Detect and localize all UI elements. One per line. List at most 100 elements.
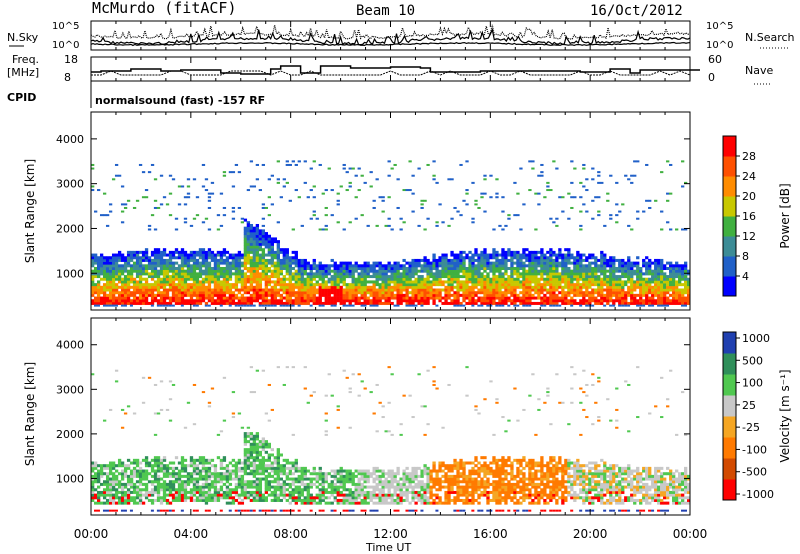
power-cell <box>198 250 203 254</box>
velocity-cell <box>132 485 137 489</box>
velocity-cell <box>258 466 263 470</box>
power-cell <box>258 245 263 249</box>
velocity-cell <box>141 469 146 473</box>
power-cell <box>120 288 125 292</box>
power-cell <box>390 272 394 276</box>
power-cell <box>576 275 580 279</box>
velocity-cell <box>240 474 245 478</box>
power-cell <box>660 275 664 279</box>
power-cell <box>153 261 158 265</box>
power-cell <box>363 272 367 276</box>
power-cell <box>492 256 496 260</box>
power-cell <box>111 264 116 268</box>
velocity-cell <box>261 456 266 460</box>
power-cell <box>537 288 541 292</box>
velocity-cell <box>180 480 185 484</box>
power-cell <box>294 264 298 268</box>
power-cell <box>243 296 248 300</box>
power-cell <box>246 240 251 244</box>
power-cell <box>663 277 667 281</box>
power-cell <box>153 288 158 292</box>
velocity-cell <box>300 469 304 473</box>
power-cell-sparse <box>513 181 517 184</box>
power-cell <box>615 266 619 270</box>
power-cell <box>462 266 466 270</box>
power-cell <box>495 293 499 297</box>
power-cell <box>291 277 295 281</box>
power-cell-sparse <box>381 210 385 213</box>
power-cell <box>663 285 667 289</box>
power-cell <box>135 261 140 265</box>
power-cell <box>411 269 415 273</box>
power-cell <box>486 283 490 287</box>
power-cell <box>468 266 472 270</box>
power-cell-sparse <box>375 178 379 181</box>
velocity-cell <box>189 456 194 460</box>
power-cell <box>531 272 535 276</box>
power-cell <box>174 272 179 276</box>
power-cell <box>501 258 505 262</box>
power-cell <box>306 288 310 292</box>
power-cell-ground <box>285 304 289 307</box>
power-cell <box>372 293 376 297</box>
power-cell <box>252 250 257 254</box>
velocity-cell <box>279 466 283 470</box>
power-cell <box>627 269 631 273</box>
power-cell <box>150 285 155 289</box>
velocity-cell <box>192 469 197 473</box>
power-cell <box>252 285 257 289</box>
power-cell-sparse <box>327 167 331 170</box>
velocity-cell <box>108 472 113 476</box>
power-cell <box>642 293 646 297</box>
power-cell <box>393 277 397 281</box>
power-cell <box>414 264 418 268</box>
power-cell <box>516 293 520 297</box>
power-cell <box>267 301 271 305</box>
power-cell <box>498 285 502 289</box>
power-cell <box>636 261 640 265</box>
power-cell <box>618 275 622 279</box>
power-cell <box>183 288 188 292</box>
power-cell <box>555 256 559 260</box>
power-cell <box>411 293 415 297</box>
power-cell-sparse <box>186 196 191 199</box>
power-cell <box>585 269 589 273</box>
power-cell <box>468 280 472 284</box>
power-cell <box>651 288 655 292</box>
power-cell <box>654 258 658 262</box>
power-cell <box>534 280 538 284</box>
power-cell <box>645 266 649 270</box>
power-cell <box>315 272 319 276</box>
power-cell <box>204 280 209 284</box>
velocity-cell <box>255 456 260 460</box>
power-cell <box>591 277 595 281</box>
velocity-cell <box>108 501 113 505</box>
power-cell-sparse <box>357 189 361 192</box>
power-cell <box>546 283 550 287</box>
power-cell <box>588 283 592 287</box>
power-cell <box>138 301 143 305</box>
power-cell <box>240 277 245 281</box>
power-cell <box>513 301 517 305</box>
power-cell <box>93 299 98 303</box>
power-cell <box>372 285 376 289</box>
power-cell <box>627 301 631 305</box>
power-cell <box>660 291 664 295</box>
velocity-cell-ground <box>243 509 247 512</box>
velocity-cell <box>273 477 277 481</box>
velocity-cell-sparse <box>267 383 271 386</box>
power-cell <box>657 275 661 279</box>
power-cell <box>522 250 526 254</box>
power-cell <box>453 291 457 295</box>
power-cell <box>312 299 316 303</box>
power-cell <box>603 275 607 279</box>
power-cell <box>606 293 610 297</box>
power-cell-sparse <box>645 199 649 202</box>
power-cell <box>123 288 128 292</box>
velocity-cell <box>192 498 197 502</box>
power-cell <box>150 283 155 287</box>
velocity-cell <box>165 472 170 476</box>
power-cell <box>438 269 442 273</box>
power-cell <box>540 275 544 279</box>
